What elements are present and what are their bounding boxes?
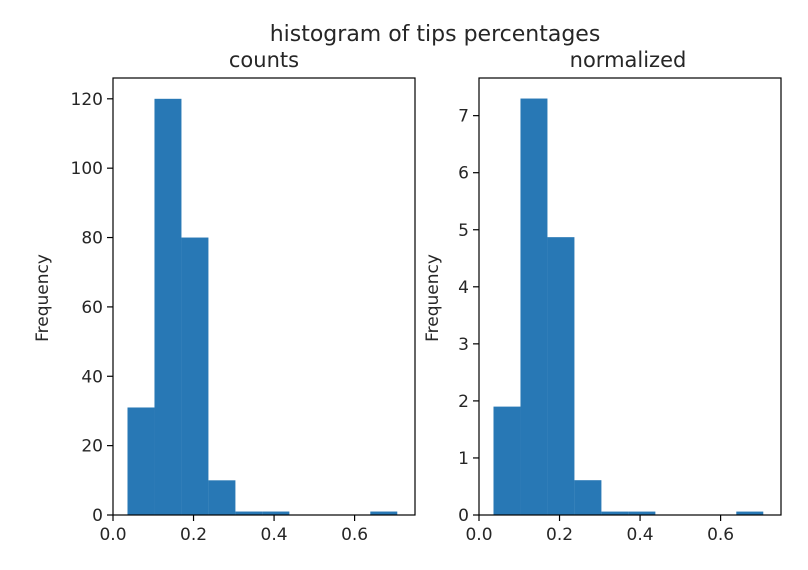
x-tick-label: 0.2	[180, 525, 207, 545]
histogram-bar	[493, 406, 521, 515]
x-tick-label: 0.2	[546, 525, 573, 545]
x-tick-label: 0.0	[465, 525, 492, 545]
panel-normalized: normalized Frequency 0.0 0.2 0.4 0.6 0 1 2 3 4 5…	[423, 48, 782, 545]
y-tick-label: 6	[458, 164, 469, 184]
histogram-bar	[574, 480, 602, 515]
y-tick-label: 60	[81, 298, 103, 318]
axes-frame	[112, 77, 416, 516]
histogram-bar	[520, 98, 548, 516]
y-tick-label: 80	[81, 229, 103, 249]
histogram-bar	[181, 237, 209, 516]
panel-title: counts	[229, 48, 299, 72]
y-tick-label: 7	[458, 107, 469, 127]
y-tick-label: 100	[71, 159, 103, 179]
histogram-bar	[601, 511, 629, 515]
axes-frame	[478, 77, 782, 516]
x-tick-label: 0.4	[627, 525, 654, 545]
x-ticks: 0.0 0.2 0.4 0.6	[465, 515, 734, 545]
bar-group	[127, 98, 398, 516]
bar-group	[493, 98, 764, 516]
y-tick-label: 0	[458, 506, 469, 526]
y-tick-label: 2	[458, 392, 469, 412]
y-ticks: 0 1 2 3 4 5 6 7	[458, 107, 479, 526]
y-axis-label: Frequency	[33, 254, 53, 342]
y-tick-label: 20	[81, 437, 103, 457]
histogram-bar	[262, 511, 290, 515]
x-tick-label: 0.4	[261, 525, 288, 545]
y-tick-label: 40	[81, 367, 103, 387]
y-tick-label: 5	[458, 221, 469, 241]
panel-counts: counts Frequency 0.0 0.2 0.4 0.6 0 20 40 60 80 1…	[33, 48, 416, 545]
histogram-bar	[370, 511, 398, 515]
y-tick-label: 3	[458, 335, 469, 355]
x-tick-label: 0.6	[341, 525, 368, 545]
x-tick-label: 0.0	[99, 525, 126, 545]
x-ticks: 0.0 0.2 0.4 0.6	[99, 515, 368, 545]
y-tick-label: 0	[92, 506, 103, 526]
figure-suptitle: histogram of tips percentages	[270, 22, 601, 47]
histogram-bar	[628, 511, 656, 515]
histogram-bar	[127, 407, 155, 515]
y-tick-label: 4	[458, 278, 469, 298]
histogram-bar	[154, 98, 182, 516]
y-tick-label: 120	[71, 90, 103, 110]
histogram-bar	[547, 237, 575, 516]
y-axis-label: Frequency	[423, 254, 443, 342]
x-tick-label: 0.6	[707, 525, 734, 545]
panel-title: normalized	[570, 48, 687, 72]
histogram-bar	[736, 511, 764, 515]
histogram-bar	[235, 511, 263, 515]
y-ticks: 0 20 40 60 80 100 120	[71, 90, 113, 526]
y-tick-label: 1	[458, 449, 469, 469]
histogram-bar	[208, 480, 236, 515]
